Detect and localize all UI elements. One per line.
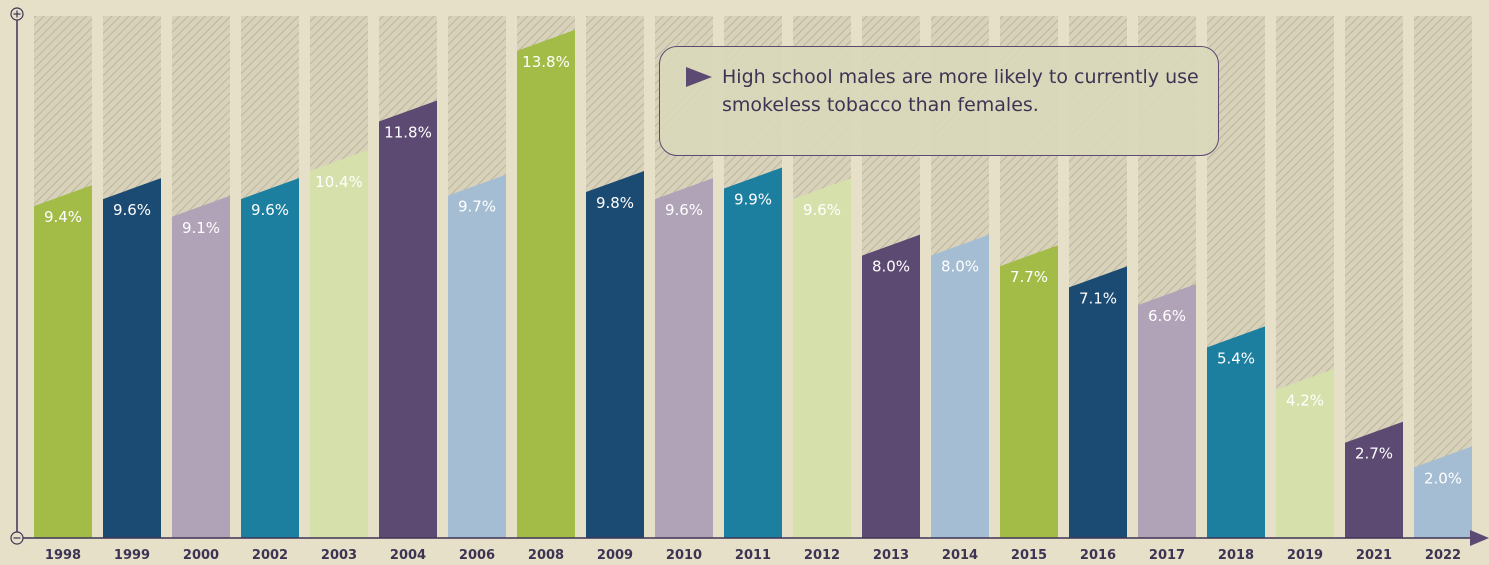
- annotation-text: High school males are more likely to cur…: [722, 66, 1199, 116]
- data-label: 9.6%: [113, 201, 151, 219]
- x-tick-label: 2013: [873, 548, 909, 563]
- bar: [172, 195, 230, 538]
- bar: [1345, 421, 1403, 538]
- data-label: 7.7%: [1010, 268, 1048, 286]
- bar: [862, 234, 920, 538]
- bar: [1414, 446, 1472, 538]
- x-tick-label: 2021: [1356, 548, 1392, 563]
- bar: [1276, 368, 1334, 538]
- bar: [34, 185, 92, 538]
- bar: [793, 178, 851, 538]
- data-label: 9.9%: [734, 191, 772, 209]
- bar: [241, 178, 299, 538]
- data-label: 9.4%: [44, 208, 82, 226]
- data-label: 11.8%: [384, 123, 432, 141]
- x-tick-label: 2022: [1425, 548, 1461, 563]
- bar: [103, 178, 161, 538]
- x-tick-label: 2017: [1149, 548, 1185, 563]
- data-label: 5.4%: [1217, 349, 1255, 367]
- data-label: 8.0%: [872, 258, 910, 276]
- data-label: 4.2%: [1286, 392, 1324, 410]
- data-label: 6.6%: [1148, 307, 1186, 325]
- bar: [1138, 284, 1196, 538]
- x-tick-label: 2012: [804, 548, 840, 563]
- x-tick-label: 2000: [183, 548, 219, 563]
- x-tick-label: 2003: [321, 548, 357, 563]
- bar: [1069, 266, 1127, 538]
- data-label: 2.0%: [1424, 469, 1462, 487]
- annotation-arrow-icon: [686, 67, 712, 87]
- x-tick-label: 2015: [1011, 548, 1047, 563]
- data-label: 10.4%: [315, 173, 363, 191]
- bar: [310, 149, 368, 538]
- x-axis-arrow-icon: [1470, 530, 1489, 546]
- data-label: 9.1%: [182, 219, 220, 237]
- bar: [931, 234, 989, 538]
- x-tick-label: 2008: [528, 548, 564, 563]
- bar: [379, 100, 437, 539]
- annotation-callout: High school males are more likely to cur…: [659, 46, 1219, 156]
- x-tick-label: 2006: [459, 548, 495, 563]
- bar: [1000, 245, 1058, 538]
- bar: [724, 167, 782, 538]
- data-label: 9.7%: [458, 198, 496, 216]
- data-label: 9.6%: [251, 201, 289, 219]
- x-tick-label: 2014: [942, 548, 978, 563]
- bar: [655, 178, 713, 538]
- data-label: 2.7%: [1355, 445, 1393, 463]
- x-tick-label: 1999: [114, 548, 150, 563]
- x-tick-label: 2016: [1080, 548, 1116, 563]
- x-tick-label: 2018: [1218, 548, 1254, 563]
- x-tick-label: 1998: [45, 548, 81, 563]
- x-tick-label: 2002: [252, 548, 288, 563]
- data-label: 9.6%: [803, 201, 841, 219]
- data-label: 9.8%: [596, 194, 634, 212]
- x-tick-label: 2011: [735, 548, 771, 563]
- bar: [586, 171, 644, 538]
- bar: [517, 29, 575, 539]
- x-tick-label: 2010: [666, 548, 702, 563]
- data-label: 9.6%: [665, 201, 703, 219]
- x-tick-label: 2019: [1287, 548, 1323, 563]
- data-label: 8.0%: [941, 258, 979, 276]
- data-label: 7.1%: [1079, 289, 1117, 307]
- x-tick-label: 2004: [390, 548, 426, 563]
- bar: [1207, 326, 1265, 538]
- x-tick-label: 2009: [597, 548, 633, 563]
- bar: [448, 174, 506, 538]
- data-label: 13.8%: [522, 53, 570, 71]
